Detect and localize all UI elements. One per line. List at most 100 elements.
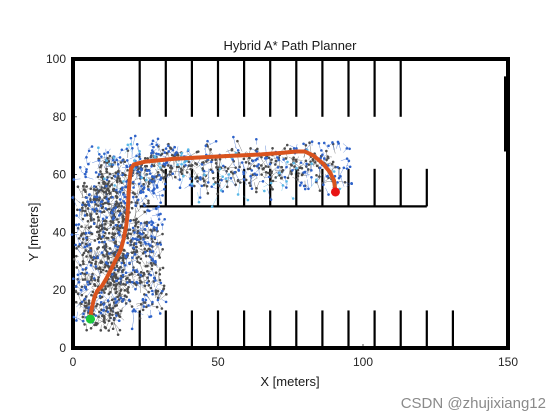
tree-edge [275, 171, 282, 179]
tree-node [233, 170, 237, 174]
tree-node [135, 245, 138, 249]
tree-node [158, 268, 162, 271]
tree-node [285, 143, 289, 147]
tree-edge [132, 135, 136, 146]
tree-node [114, 223, 118, 227]
tree-node [255, 173, 259, 177]
tree-node [111, 310, 115, 313]
tree-node [118, 292, 121, 295]
tree-node [142, 238, 145, 241]
tree-node [229, 170, 233, 174]
tree-node [97, 146, 100, 150]
tree-node [150, 220, 153, 223]
tree-edge [306, 163, 309, 177]
tree-node [129, 142, 133, 146]
tree-node [154, 279, 157, 282]
tree-edge [234, 172, 240, 181]
tree-node [161, 289, 164, 293]
tree-node [234, 183, 237, 187]
tree-node [130, 200, 133, 204]
tree-node [271, 179, 275, 183]
tree-node [197, 200, 201, 204]
tree-node [153, 175, 156, 179]
tree-node [131, 309, 135, 313]
tree-node [124, 254, 127, 257]
tree-node [224, 177, 228, 180]
tree-node [115, 188, 118, 192]
tree-edge [111, 293, 117, 303]
tree-node [92, 312, 96, 316]
tree-node [198, 196, 202, 199]
tree-node [173, 145, 177, 149]
tree-node [142, 273, 146, 276]
tree-node [82, 262, 85, 266]
tree-node [271, 188, 274, 191]
tree-node [130, 272, 133, 276]
tree-node [101, 245, 105, 249]
tree-edge [109, 302, 112, 316]
tree-edge [141, 286, 149, 293]
tree-node [112, 252, 115, 256]
tree-node [116, 163, 120, 166]
tree-node [76, 273, 80, 277]
tree-node [143, 156, 147, 160]
tree-edge [151, 238, 158, 248]
tree-edge [128, 281, 136, 290]
tree-node [131, 237, 135, 240]
tree-node [143, 227, 147, 231]
tree-node [121, 299, 124, 303]
tree-node [145, 305, 148, 309]
tree-node [146, 276, 149, 279]
tree-edge [233, 176, 236, 185]
tree-edge [132, 247, 137, 258]
tree-edge [134, 227, 143, 233]
tree-node [159, 166, 162, 169]
tree-edge [94, 316, 99, 324]
tree-node [158, 278, 162, 282]
tree-node [81, 209, 85, 212]
tree-edge [81, 224, 88, 235]
tree-node [158, 162, 161, 165]
tree-node [139, 241, 142, 245]
tree-edge [103, 152, 108, 161]
tree-node [152, 225, 156, 229]
tree-node [100, 291, 103, 294]
tree-node [185, 171, 189, 174]
tree-edge [216, 157, 219, 168]
tree-node [295, 166, 298, 170]
tree-edge [84, 150, 90, 160]
tree-edge [283, 159, 289, 167]
tree-node [100, 206, 104, 210]
tree-node [101, 202, 105, 206]
tree-edge [87, 303, 90, 316]
tree-edge [207, 146, 212, 157]
tree-node [134, 218, 137, 222]
tree-node [307, 163, 311, 166]
tree-edge [121, 207, 125, 220]
tree-node [98, 294, 102, 298]
tree-node [143, 247, 147, 251]
tree-node [107, 319, 111, 323]
tree-edge [151, 242, 154, 252]
tree-node [325, 149, 328, 153]
tree-node [206, 181, 210, 184]
tree-edge [149, 239, 158, 244]
tree-node [212, 182, 216, 186]
tree-edge [98, 201, 102, 214]
tree-node [290, 172, 293, 176]
tree-edge [263, 168, 268, 177]
tree-node [320, 149, 323, 152]
tree-node [95, 212, 98, 215]
tree-node [139, 221, 143, 225]
tree-edge [204, 181, 209, 194]
tree-node [126, 168, 129, 172]
tree-edge [130, 230, 134, 239]
tree-node [151, 250, 155, 253]
tree-node [212, 176, 215, 180]
parking-map [71, 57, 510, 350]
tree-node [178, 178, 182, 181]
tree-edge [76, 302, 83, 308]
tree-edge [115, 178, 120, 189]
tree-node [105, 170, 108, 173]
